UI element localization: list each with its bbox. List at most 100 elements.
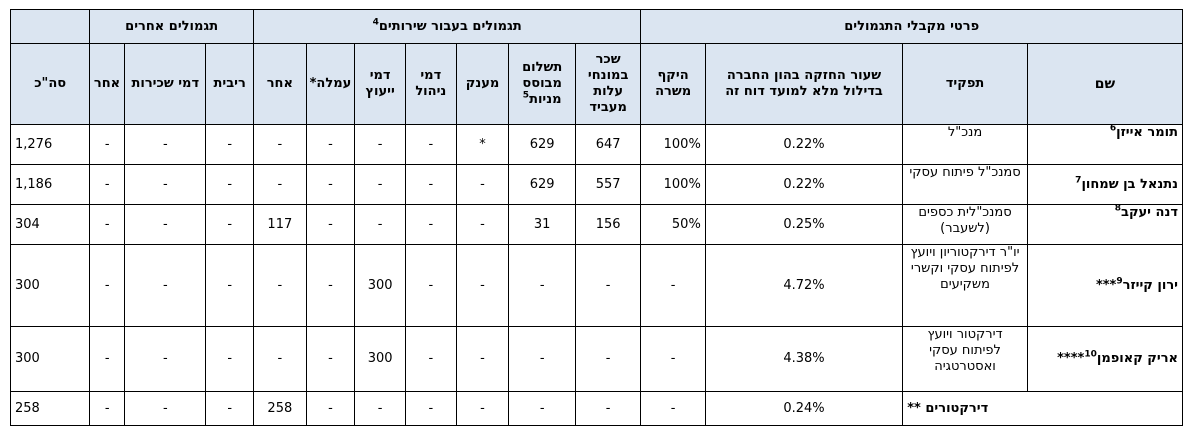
cell-total: 300 [9, 244, 91, 327]
cell-other: - [89, 391, 126, 426]
cell-role: מנכ"ל [902, 124, 1028, 165]
table-row: דנה יעקב8 סמנכ"לית כספים (לשעבר) 0.25% 5… [9, 204, 1184, 245]
cell-consulting: - [354, 164, 406, 205]
cell-total: 1,276 [9, 124, 91, 165]
cell-rent: - [124, 244, 207, 327]
cell-commission: - [305, 244, 356, 327]
column-header-row: שם תפקיד שעור החזקה בהון החברה בדילול מל… [9, 43, 1184, 125]
cell-consulting: 300 [354, 244, 406, 327]
group-header-recipients: פרטי מקבלי התגמולים [640, 9, 1183, 44]
table-row: נתנאל בן שמחון7 סמנכ"ל פיתוח עסקי 0.22% … [9, 164, 1184, 205]
cell-holding: 0.22% [704, 164, 904, 205]
group-header-services: תגמולים בעבור שירותים4 [252, 9, 642, 44]
cell-scope: - [640, 326, 706, 392]
cell-commission: - [305, 124, 356, 165]
cell-salary: 647 [574, 124, 642, 165]
col-header-grant: מענק [455, 43, 510, 125]
cell-interest: - [205, 391, 254, 426]
compensation-table: פרטי מקבלי התגמולים תגמולים בעבור שירותי… [9, 9, 1184, 426]
table-row: תומר אייזן6 מנכ"ל 0.22% 100% 647 629 * -… [9, 124, 1184, 165]
col-header-salary: שכר במונחי עלות מעביד [574, 43, 642, 125]
cell-grant: * [455, 124, 510, 165]
cell-interest: - [205, 164, 254, 205]
cell-holding: 0.22% [704, 124, 904, 165]
table-row: ירון קייזר9*** יו"ר דירקטוריון ויועץ לפי… [9, 244, 1184, 327]
cell-salary: - [574, 391, 642, 426]
cell-management: - [404, 391, 457, 426]
cell-share-payment: - [508, 391, 576, 426]
cell-other: - [89, 204, 126, 245]
cell-holding: 4.72% [704, 244, 904, 327]
cell-rent: - [124, 204, 207, 245]
cell-other: - [89, 326, 126, 392]
cell-name: נתנאל בן שמחון7 [1026, 164, 1184, 205]
cell-holding: 0.25% [704, 204, 904, 245]
cell-total: 300 [9, 326, 91, 392]
cell-consulting: - [354, 124, 406, 165]
cell-other-service: - [252, 164, 307, 205]
cell-directors: דירקטורים ** [902, 391, 1183, 426]
cell-other-service: - [252, 326, 307, 392]
col-header-share-payment: תשלום מבוסס מניות5 [508, 43, 576, 125]
cell-grant: - [455, 391, 510, 426]
cell-role: יו"ר דירקטוריון ויועץ לפיתוח עסקי וקשרי … [902, 244, 1028, 327]
footnote-ref: 5 [522, 90, 530, 101]
cell-role: סמנכ"לית כספים (לשעבר) [902, 204, 1028, 245]
cell-holding: 4.38% [704, 326, 904, 392]
cell-consulting: 300 [354, 326, 406, 392]
cell-share-payment: 629 [508, 124, 576, 165]
col-header-name: שם [1026, 43, 1184, 125]
cell-scope: 50% [640, 204, 706, 245]
col-header-commission: עמלה* [305, 43, 356, 125]
cell-salary: - [574, 244, 642, 327]
group-header-other: תגמולים אחרים [89, 9, 254, 44]
cell-other-service: - [252, 124, 307, 165]
col-header-interest: ריבית [205, 43, 254, 125]
cell-commission: - [305, 204, 356, 245]
cell-total: 258 [9, 391, 91, 426]
cell-total: 1,186 [9, 164, 91, 205]
cell-role: דירקטור ויועץ לפיתוח עסקי ואסטרטגיה [902, 326, 1028, 392]
cell-salary: - [574, 326, 642, 392]
cell-other: - [89, 164, 126, 205]
cell-management: - [404, 204, 457, 245]
cell-other: - [89, 244, 126, 327]
cell-name: דנה יעקב8 [1026, 204, 1184, 245]
cell-interest: - [205, 124, 254, 165]
cell-scope: - [640, 391, 706, 426]
cell-grant: - [455, 164, 510, 205]
col-header-other: אחר [89, 43, 126, 125]
cell-rent: - [124, 326, 207, 392]
cell-other-service: 258 [252, 391, 307, 426]
cell-commission: - [305, 326, 356, 392]
col-header-rent: דמי שכירות [124, 43, 207, 125]
cell-scope: 100% [640, 164, 706, 205]
cell-salary: 557 [574, 164, 642, 205]
cell-name: אריק קאופמן10**** [1026, 326, 1184, 392]
group-header-row: פרטי מקבלי התגמולים תגמולים בעבור שירותי… [9, 9, 1183, 44]
cell-interest: - [205, 204, 254, 245]
cell-commission: - [305, 164, 356, 205]
cell-name: ירון קייזר9*** [1026, 244, 1184, 327]
col-header-role: תפקיד [902, 43, 1028, 125]
col-header-total: סה"כ [9, 43, 91, 125]
cell-other-service: 117 [252, 204, 307, 245]
cell-management: - [404, 326, 457, 392]
cell-share-payment: - [508, 244, 576, 327]
cell-other-service: - [252, 244, 307, 327]
cell-grant: - [455, 204, 510, 245]
cell-share-payment: - [508, 326, 576, 392]
group-header-blank [9, 9, 91, 44]
col-header-consulting: דמי ייעוץ [354, 43, 406, 125]
cell-share-payment: 629 [508, 164, 576, 205]
cell-interest: - [205, 244, 254, 327]
cell-grant: - [455, 326, 510, 392]
cell-share-payment: 31 [508, 204, 576, 245]
cell-role: סמנכ"ל פיתוח עסקי [902, 164, 1028, 205]
cell-rent: - [124, 124, 207, 165]
cell-name: תומר אייזן6 [1026, 124, 1184, 165]
cell-scope: 100% [640, 124, 706, 165]
cell-scope: - [640, 244, 706, 327]
table-row: אריק קאופמן10**** דירקטור ויועץ לפיתוח ע… [9, 326, 1184, 392]
col-header-holding: שעור החזקה בהון החברה בדילול מלא למועד ד… [704, 43, 904, 125]
